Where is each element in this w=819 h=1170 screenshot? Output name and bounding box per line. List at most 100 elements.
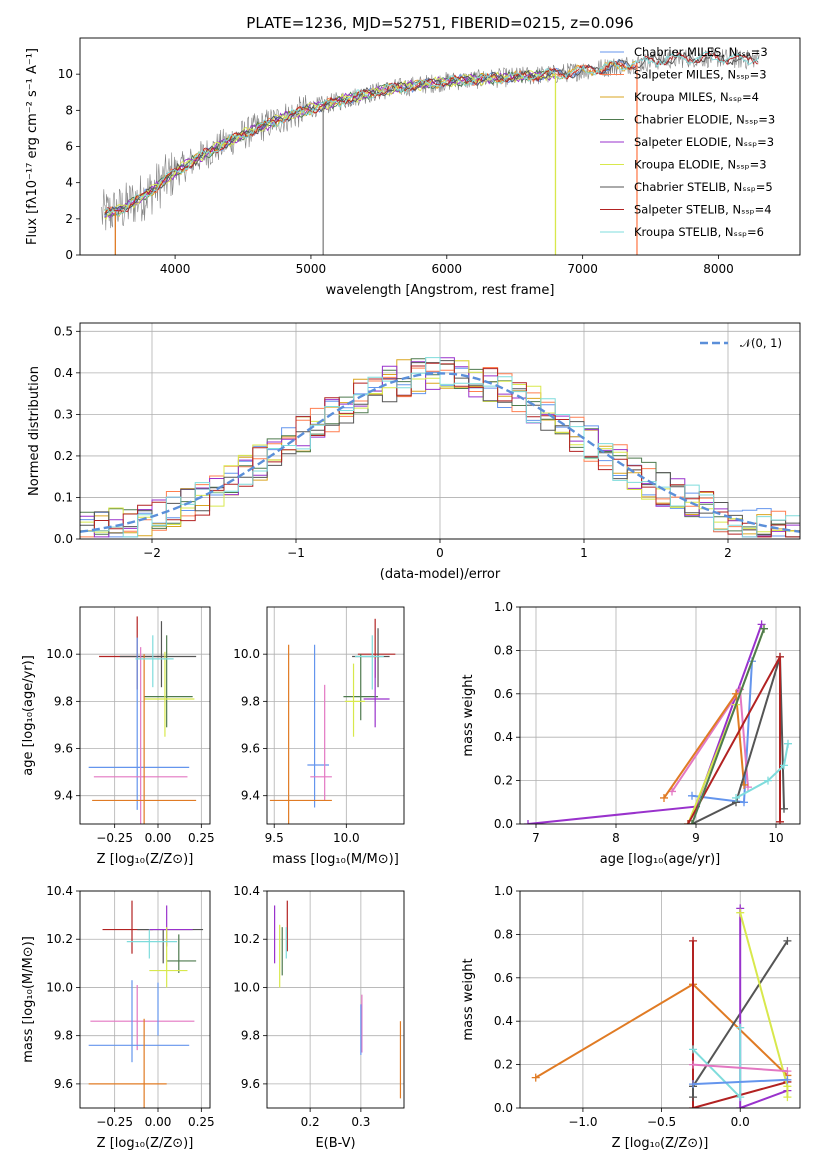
- x-tick-label: −1.0: [568, 1115, 597, 1129]
- axes-frame: [519, 606, 801, 825]
- y-tick-label: 0.8: [494, 643, 513, 657]
- x-tick-label: 0.25: [188, 1115, 215, 1129]
- series-marker: [524, 820, 532, 824]
- series-marker: [684, 820, 692, 824]
- series-line: [691, 628, 765, 824]
- series-marker: [732, 689, 740, 698]
- y-tick-label: 1.0: [494, 600, 513, 614]
- model-line-chabrier_miles: [104, 58, 637, 218]
- plot-area: [80, 357, 800, 538]
- axes-frame: [519, 890, 801, 1109]
- series-marker: [689, 1080, 698, 1089]
- y-tick-label: 9.6: [54, 1077, 73, 1091]
- x-tick-label: 10: [768, 831, 783, 845]
- x-tick-label: 0.25: [188, 831, 215, 845]
- y-tick-label: 0.4: [494, 730, 513, 744]
- series-marker: [689, 1093, 698, 1102]
- x-tick-label: 10.0: [333, 831, 360, 845]
- legend-label: Salpeter ELODIE, Nₛₛₚ=3: [634, 135, 774, 149]
- x-axis-label: Z [log₁₀(Z/Z⊙)]: [97, 852, 194, 867]
- series-marker: [531, 1073, 540, 1082]
- y-tick-label: 1.0: [494, 884, 513, 898]
- axes-frame: [266, 606, 405, 825]
- model-line-kroupa_elodie: [104, 70, 555, 221]
- chart-massweight_vs_age: 7 8 9 10 0.0 0.2 0.4 0.6 0.8 1.0 age [log₁₀(age/yr…: [461, 600, 801, 867]
- x-tick-label: −2: [143, 546, 161, 560]
- legend-label: Kroupa MILES, Nₛₛₚ=4: [634, 90, 759, 104]
- axes-frame: [266, 890, 405, 1109]
- series-marker: [688, 791, 696, 800]
- series-line: [739, 908, 788, 1108]
- y-axis-label: Normed distribution: [27, 366, 42, 496]
- histogram-chabrier_stelib: [80, 360, 800, 535]
- normal-curve: [80, 372, 800, 533]
- plot-area: [531, 904, 792, 1108]
- x-tick-label: 0.2: [301, 1115, 320, 1129]
- x-tick-label: 0.3: [351, 1115, 370, 1129]
- chart-age_vs_Z: −0.25 0.00 0.25 9.4 9.6 9.8 10.0 Z [log₁₀(Z/Z⊙)…: [21, 606, 215, 867]
- model-line-salpeter_elodie: [104, 71, 555, 218]
- y-tick-label: 9.4: [54, 789, 73, 803]
- x-tick-label: −0.25: [96, 831, 133, 845]
- series-marker: [740, 798, 748, 807]
- series-marker: [757, 620, 766, 629]
- series-marker: [760, 624, 768, 633]
- y-tick-label: 8: [65, 103, 73, 117]
- y-tick-label: 9.8: [241, 694, 260, 708]
- y-tick-label: 0.6: [494, 971, 513, 985]
- y-tick-label: 10.0: [46, 647, 73, 661]
- x-axis-label: age [log₁₀(age/yr)]: [600, 852, 721, 867]
- x-tick-label: 6000: [432, 262, 463, 276]
- y-tick-label: 0.3: [54, 407, 73, 421]
- y-tick-label: 10.0: [46, 980, 73, 994]
- chart-mass_vs_ebv: 0.2 0.3 9.6 9.8 10.0 10.2 10.4 E(B-V): [233, 884, 405, 1151]
- chart-massweight_vs_Z: −1.0 −0.5 0.0 0.0 0.2 0.4 0.6 0.8 1.0 Z [log₁₀(Z/…: [461, 884, 801, 1151]
- x-axis-label: Z [log₁₀(Z/Z⊙)]: [97, 1136, 194, 1151]
- x-tick-label: 7000: [567, 262, 598, 276]
- y-tick-label: 0.2: [494, 774, 513, 788]
- series-marker: [736, 1093, 745, 1102]
- y-tick-label: 0.4: [494, 1014, 513, 1028]
- y-tick-label: 10: [58, 67, 73, 81]
- y-axis-label: age [log₁₀(age/yr)]: [21, 655, 36, 776]
- x-tick-label: 7: [532, 831, 540, 845]
- legend-label: Salpeter STELIB, Nₛₛₚ=4: [634, 203, 772, 217]
- x-tick-label: 0.00: [145, 831, 172, 845]
- y-tick-label: 0.8: [494, 927, 513, 941]
- plot-area: [88, 900, 204, 1108]
- y-tick-label: 9.4: [241, 789, 260, 803]
- x-tick-label: −1: [287, 546, 305, 560]
- series-marker: [784, 739, 792, 748]
- y-tick-label: 9.6: [241, 1077, 260, 1091]
- y-axis-label: mass weight: [461, 958, 476, 1040]
- x-tick-label: 8000: [703, 262, 734, 276]
- model-line-kroupa_stelib: [104, 51, 759, 216]
- series-marker: [783, 1093, 792, 1102]
- model-line-chabrier_elodie: [104, 69, 555, 217]
- y-tick-label: 0.0: [54, 532, 73, 546]
- y-tick-label: 9.8: [241, 1029, 260, 1043]
- chart-residuals: −2 −1 0 1 2 0.0 0.1 0.2 0.3 0.4 0.5 (data-model)/er…: [27, 322, 801, 582]
- y-tick-label: 0.6: [494, 687, 513, 701]
- legend-label: Chabrier STELIB, Nₛₛₚ=5: [634, 180, 773, 194]
- x-tick-label: 9: [692, 831, 700, 845]
- y-tick-label: 0.2: [494, 1058, 513, 1072]
- series-marker: [783, 1075, 792, 1084]
- y-tick-label: 0.1: [54, 490, 73, 504]
- model-line-salpeter_miles: [104, 61, 637, 215]
- axes-frame: [79, 890, 211, 1109]
- y-tick-label: 2: [65, 212, 73, 226]
- chart-age_vs_mass: 9.5 10.0 9.4 9.6 9.8 10.0 mass [log₁₀(M/M⊙)]: [233, 606, 405, 867]
- legend-label: Kroupa ELODIE, Nₛₛₚ=3: [634, 158, 767, 172]
- x-tick-label: 8: [612, 831, 620, 845]
- y-tick-label: 10.0: [233, 647, 260, 661]
- legend-label: Kroupa STELIB, Nₛₛₚ=6: [634, 225, 764, 239]
- series-line: [692, 940, 788, 1108]
- x-tick-label: 9.5: [265, 831, 284, 845]
- chart-mass_vs_Z: −0.25 0.00 0.25 9.6 9.8 10.0 10.2 10.4 Z [log₁₀(…: [21, 884, 215, 1151]
- axes-frame: [79, 37, 801, 256]
- x-axis-label: (data-model)/error: [380, 567, 501, 582]
- y-tick-label: 0.5: [54, 324, 73, 338]
- series-marker: [780, 761, 788, 770]
